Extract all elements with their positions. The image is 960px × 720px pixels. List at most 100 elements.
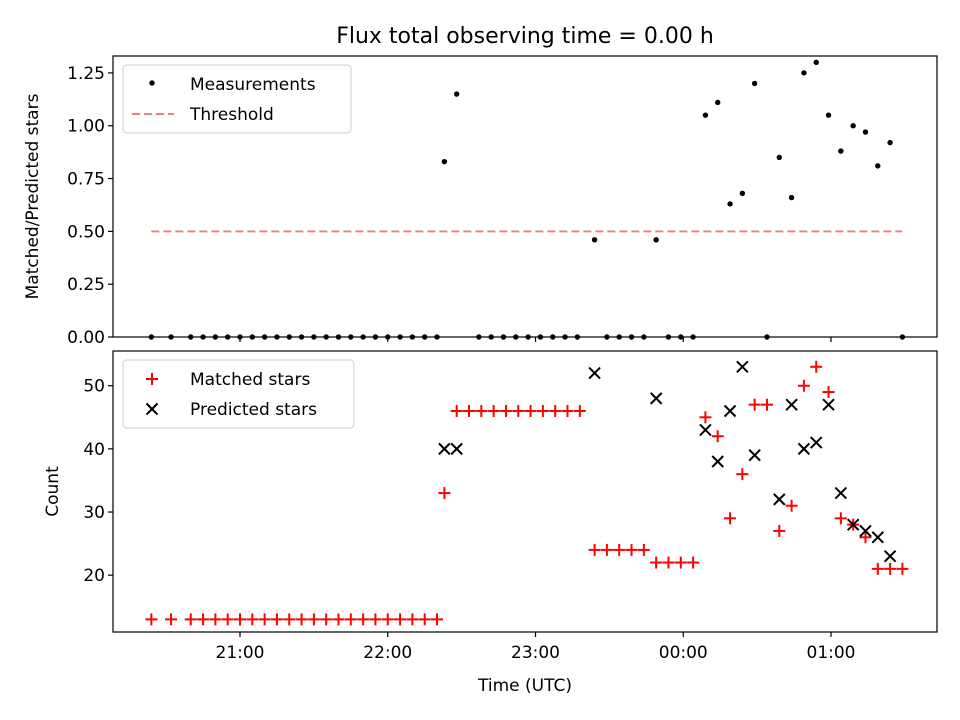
matched-stars-point <box>418 613 431 626</box>
measurement-point <box>788 194 795 201</box>
predicted-stars-point <box>846 518 860 531</box>
predicted-stars-point <box>810 436 823 449</box>
legend-measurements-marker <box>149 80 155 86</box>
matched-stars-point <box>822 386 835 399</box>
measurement-point <box>441 158 448 165</box>
predicted-stars-point <box>438 442 451 456</box>
y-tick-label: 0.50 <box>67 222 105 242</box>
y-tick-label: 40 <box>83 440 105 460</box>
star-count-axes-frame <box>112 350 938 633</box>
matched-stars-point <box>834 512 847 525</box>
matched-stars-point <box>197 613 210 626</box>
matched-stars-point <box>650 556 663 569</box>
matched-stars-point <box>165 613 178 626</box>
matched-stars-point <box>699 411 712 424</box>
predicted-stars-point <box>797 442 811 456</box>
measurement-point <box>813 59 819 66</box>
matched-stars-point <box>810 360 823 373</box>
matched-stars-point <box>524 404 537 417</box>
flux-ratio-panel: 0.00 0.25 0.50 0.75 1.00 1.25 Matched/Predict… <box>23 55 938 348</box>
predicted-stars-point <box>450 442 463 456</box>
matched-stars-point <box>662 556 675 569</box>
predicted-stars-point <box>871 531 884 544</box>
legend-threshold-label: Threshold <box>189 105 274 125</box>
matched-stars-point <box>369 613 382 626</box>
measurement-point <box>739 190 746 197</box>
matched-stars-point <box>406 613 419 626</box>
predicted-stars-point <box>822 398 835 411</box>
matched-stars-point <box>760 398 773 411</box>
legend-matched-stars-label: Matched stars <box>190 370 310 390</box>
matched-stars-point <box>573 404 586 417</box>
matched-stars-point <box>871 562 884 575</box>
matched-stars-point <box>711 430 724 443</box>
matched-stars-point <box>221 613 234 626</box>
matched-stars-point <box>797 379 810 392</box>
measurement-point <box>875 163 881 169</box>
y-tick-label: 0.00 <box>67 328 105 348</box>
legend-matched-stars-marker <box>146 373 158 385</box>
flux-ratio-legend-box <box>122 64 352 134</box>
matched-stars-point <box>394 613 407 626</box>
legend-predicted-stars-label: Predicted stars <box>190 400 317 420</box>
star-count-legend: Matched stars Predicted stars <box>122 359 355 429</box>
y-tick-label: 20 <box>83 566 105 586</box>
star-count-legend-box <box>122 359 355 429</box>
matched-stars-point <box>487 404 500 417</box>
measurement-point <box>862 129 869 135</box>
matched-stars-point <box>512 404 525 417</box>
matched-stars-point <box>561 404 574 417</box>
matched-stars-point <box>320 613 333 626</box>
predicted-stars-point <box>785 398 798 411</box>
matched-stars-point <box>859 531 872 544</box>
matched-stars-point <box>431 613 443 626</box>
matched-stars-point <box>736 468 749 481</box>
matched-stars-point <box>246 613 259 626</box>
matched-stars-point <box>773 524 786 537</box>
predicted-stars-point <box>834 486 848 500</box>
matched-stars-point <box>283 613 296 626</box>
matched-stars-point <box>588 543 601 556</box>
measurement-point <box>776 154 782 161</box>
chart-title: Flux total observing time = 0.00 h <box>336 24 714 49</box>
matched-stars-point <box>450 404 463 417</box>
measurement-point <box>653 237 659 243</box>
y-tick-label: 30 <box>83 503 105 523</box>
x-tick-label: 00:00 <box>659 643 708 663</box>
matched-stars-point <box>674 556 687 569</box>
matched-stars-point <box>724 512 737 525</box>
matched-stars-point <box>332 613 345 626</box>
matched-stars-point <box>344 613 357 626</box>
star-count-y-axis-label: Count <box>43 466 63 517</box>
matched-stars-point <box>307 613 320 626</box>
matched-stars-point <box>381 613 394 626</box>
y-tick-label: 0.75 <box>67 170 105 190</box>
matched-stars-point <box>438 487 451 500</box>
x-axis-label: Time (UTC) <box>477 676 572 696</box>
predicted-stars-point <box>588 366 601 380</box>
matched-stars-point <box>295 613 308 626</box>
flux-ratio-y-axis-label: Matched/Predicted stars <box>23 93 43 299</box>
matched-stars-point <box>785 499 798 512</box>
predicted-stars-point <box>711 455 724 468</box>
x-tick-label: 22:00 <box>363 643 412 663</box>
matched-stars-point <box>896 562 909 575</box>
measurement-point <box>454 91 460 97</box>
predicted-stars-point <box>736 360 749 373</box>
measurement-point <box>715 99 721 106</box>
matched-stars-point <box>258 613 271 626</box>
star-count-ticks: 20 30 40 50 21:00 22:00 23:00 00:00 01:00 <box>83 377 855 663</box>
y-tick-label: 50 <box>83 377 105 397</box>
predicted-stars-point <box>723 404 737 418</box>
matched-stars-point <box>625 543 638 556</box>
matched-stars-point <box>463 404 476 417</box>
y-tick-label: 1.25 <box>67 64 105 84</box>
flux-ratio-ticks: 0.00 0.25 0.50 0.75 1.00 1.25 <box>67 64 832 348</box>
matched-stars-point <box>357 613 370 626</box>
predicted-stars-point <box>748 448 761 462</box>
matched-stars-point <box>270 613 283 626</box>
star-count-marks <box>145 360 909 626</box>
measurement-point <box>850 123 856 129</box>
flux-ratio-legend: Measurements Threshold <box>122 64 352 134</box>
